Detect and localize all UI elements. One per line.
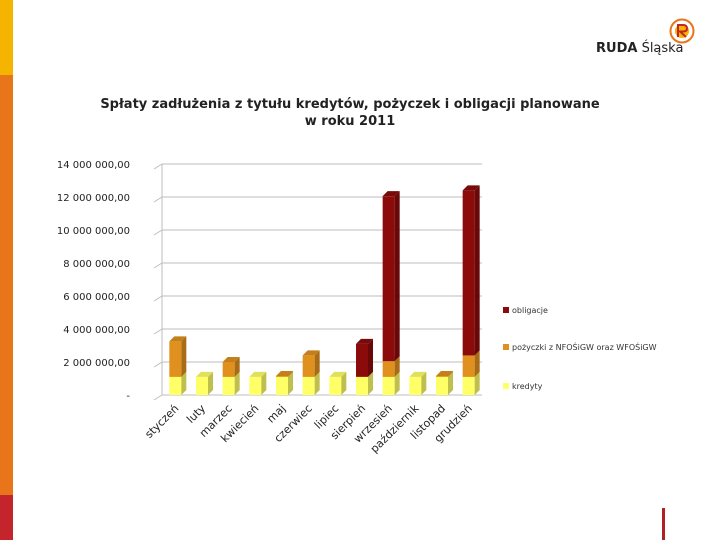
- bottom-divider: [662, 508, 665, 540]
- bar-segment: [276, 376, 288, 395]
- bar-segment: [169, 376, 182, 395]
- x-category-label: styczeń: [142, 402, 181, 441]
- legend: obligacje pożyczki z NFOŚiGW oraz WFOŚiGW…: [503, 306, 657, 391]
- bar-segment-side: [474, 371, 480, 395]
- legend-swatch: [503, 307, 509, 313]
- bar-segment: [222, 376, 235, 395]
- y-tick-label: 8 000 000,00: [63, 259, 130, 270]
- bar-segment: [382, 196, 395, 362]
- gridlines: [153, 163, 482, 401]
- bar-segment-top: [382, 191, 400, 197]
- legend-label: kredyty: [512, 382, 543, 391]
- accent-bar-orange: [0, 75, 13, 495]
- bar-segment-side: [368, 371, 373, 395]
- bar-segment: [222, 362, 235, 377]
- gridline-depth: [153, 394, 163, 401]
- bar-segment-side: [288, 371, 293, 395]
- y-tick-label: 6 000 000,00: [63, 292, 130, 303]
- legend-swatch: [503, 344, 509, 350]
- bar-segment-side: [394, 371, 400, 395]
- bar-segment-side: [314, 371, 320, 395]
- bar-segment-side: [474, 350, 480, 377]
- bar-segment-side: [368, 338, 373, 377]
- bar-segment-top: [409, 371, 427, 377]
- gridline-depth: [153, 295, 163, 302]
- bar-segment-side: [181, 371, 187, 395]
- gridline-depth: [153, 328, 163, 335]
- bar-segment-side: [448, 371, 453, 395]
- bar-segment-top: [169, 336, 187, 342]
- gridline-depth: [153, 229, 163, 236]
- bar-segment-side: [234, 371, 240, 395]
- bar-segment-top: [276, 371, 293, 377]
- bar-segment: [462, 190, 475, 356]
- bar-segment-side: [288, 371, 293, 377]
- city-logo-icon: [669, 18, 695, 44]
- chart-title-line-1: Spłaty zadłużenia z tytułu kredytów, poż…: [100, 97, 600, 112]
- accent-bar-red: [0, 495, 13, 540]
- bar-segment: [276, 376, 288, 377]
- accent-bar-yellow: [0, 0, 13, 75]
- bar-segment-top: [249, 371, 267, 377]
- bar-segment: [436, 376, 448, 377]
- bar-segment-side: [208, 371, 213, 395]
- bar-segment: [436, 376, 448, 395]
- bar-segment: [356, 376, 368, 395]
- bar-segment-top: [356, 338, 373, 344]
- y-tick-label: 12 000 000,00: [57, 193, 130, 204]
- city-logo-text: RUDA Śląska: [596, 41, 684, 56]
- y-tick-label: 14 000 000,00: [57, 160, 130, 171]
- y-tick-label: 10 000 000,00: [57, 226, 130, 237]
- gridline-depth: [153, 361, 163, 368]
- gridline-depth: [153, 163, 163, 170]
- chart-title-line-2: w roku 2011: [305, 114, 396, 129]
- bar-segment-side: [181, 336, 187, 377]
- bar-segment: [382, 376, 395, 395]
- bar-segment: [356, 343, 368, 377]
- bar-segment: [462, 376, 475, 395]
- gridline-depth: [153, 262, 163, 269]
- bar-segment: [302, 376, 315, 395]
- bar-segment-side: [341, 371, 347, 395]
- bar-segment: [382, 361, 395, 377]
- bar-segment: [329, 376, 342, 395]
- bar-segment-side: [474, 185, 480, 356]
- bar-segment: [196, 376, 208, 395]
- y-tick-label: 4 000 000,00: [63, 325, 130, 336]
- bar-segment-side: [448, 371, 453, 377]
- bar-segment-top: [302, 350, 320, 356]
- bar-segment-side: [234, 357, 240, 377]
- bar-segment: [409, 376, 422, 395]
- legend-label: pożyczki z NFOŚiGW oraz WFOŚiGW: [512, 341, 657, 352]
- bar-segment-side: [261, 371, 267, 395]
- bar-segment: [249, 376, 262, 395]
- bar-segment-top: [329, 371, 347, 377]
- gridline-depth: [153, 196, 163, 203]
- bars: [169, 185, 480, 395]
- bar-segment-side: [314, 350, 320, 377]
- y-tick-label: 2 000 000,00: [63, 358, 130, 369]
- bar-segment-top: [196, 371, 213, 377]
- bar-segment-side: [394, 356, 400, 377]
- bar-segment: [169, 341, 182, 377]
- bar-segment: [462, 355, 475, 377]
- y-tick-label: -: [126, 391, 130, 402]
- bar-segment: [302, 355, 315, 377]
- legend-label: obligacje: [512, 306, 548, 315]
- bar-segment-side: [421, 371, 427, 395]
- bar-segment-top: [222, 357, 240, 362]
- legend-swatch: [503, 383, 509, 389]
- bar-segment-side: [394, 191, 400, 362]
- bar-segment-top: [436, 371, 453, 377]
- bar-segment-top: [462, 185, 480, 191]
- y-axis-ticks: - 2 000 000,00 4 000 000,00 6 000 000,00 8 0…: [57, 160, 131, 402]
